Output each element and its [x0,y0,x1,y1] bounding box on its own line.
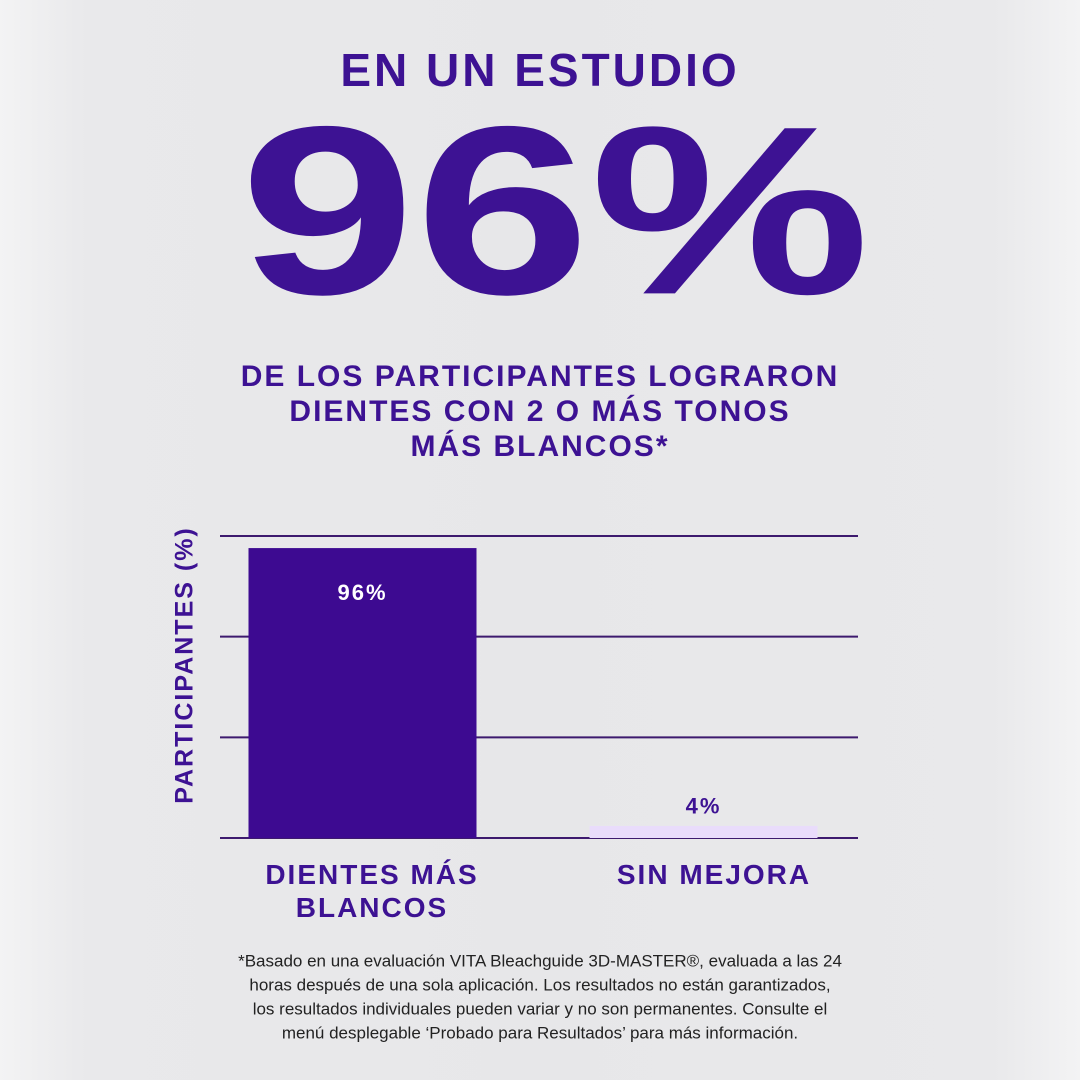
bar [248,548,477,838]
bar [589,825,818,838]
headline: 96% [240,76,870,344]
x-tick-label: SIN MEJORA [616,859,812,890]
y-axis-label: PARTICIPANTES (%) [171,526,199,804]
subtitle-line: DE LOS PARTICIPANTES LOGRARON [241,360,840,393]
footnote-line: los resultados individuales pueden varia… [253,999,828,1018]
value-label: 4% [686,794,722,819]
footnote-line: horas después de una sola aplicación. Lo… [249,975,830,994]
x-tick-label: DIENTES MÁS BLANCOS [265,859,479,923]
value-label: 96% [337,580,387,605]
footnote-line: menú desplegable ‘Probado para Resultado… [282,1023,798,1042]
subtitle-line: DIENTES CON 2 O MÁS TONOS [289,394,790,428]
title: EN UN ESTUDIO [340,44,739,96]
footnote-line: *Basado en una evaluación VITA Bleachgui… [238,951,842,970]
subtitle-line: MÁS BLANCOS* [410,429,669,463]
